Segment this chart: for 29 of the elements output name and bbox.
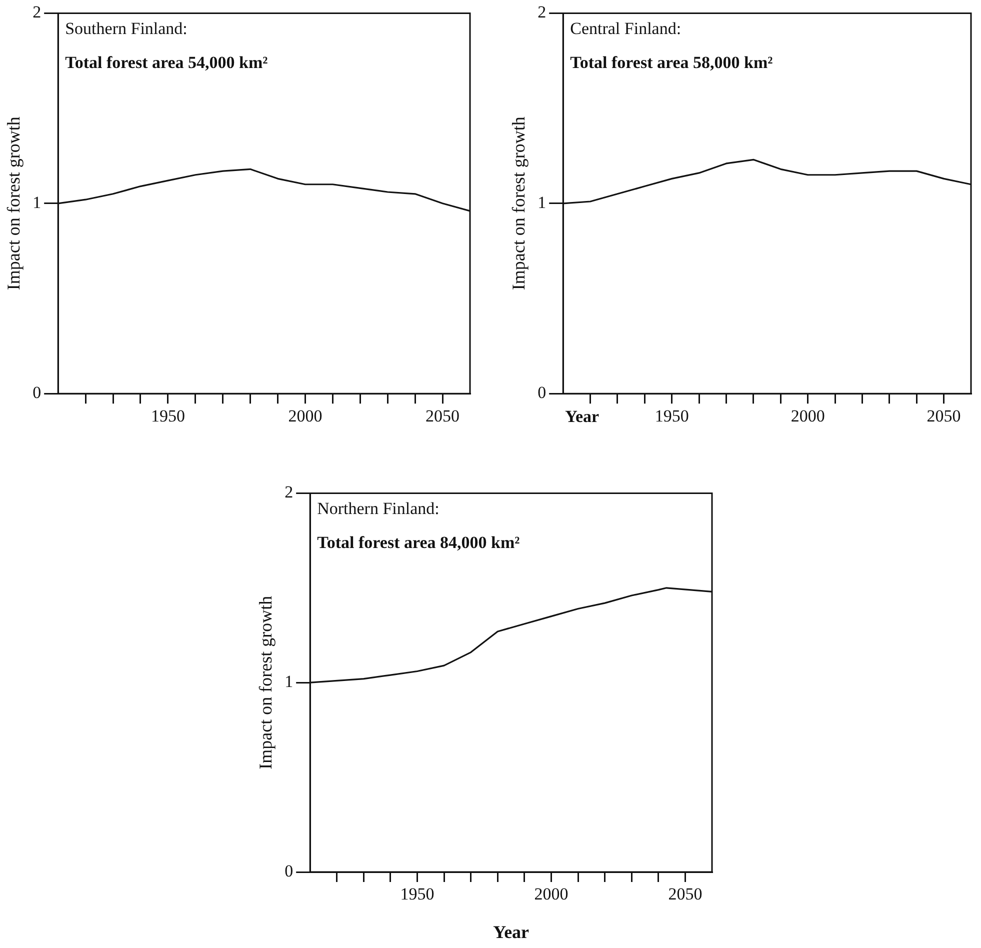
y-tick-label: 2 bbox=[538, 2, 546, 22]
x-tick-label: 2000 bbox=[534, 884, 568, 904]
y-tick-label: 2 bbox=[32, 2, 42, 22]
x-axis-title: Year bbox=[565, 406, 600, 426]
annotation: Northern Finland: bbox=[317, 499, 440, 518]
x-tick-label: 1950 bbox=[150, 406, 185, 426]
y-tick-label: 0 bbox=[32, 383, 42, 402]
x-axis-title: Year bbox=[493, 922, 530, 942]
x-tick-label: 1950 bbox=[654, 406, 689, 426]
y-tick-label: 1 bbox=[284, 672, 294, 692]
y-axis-title: Impact on forest growth bbox=[256, 596, 276, 770]
x-tick-label: 2050 bbox=[926, 406, 961, 426]
x-tick-label: 2000 bbox=[288, 406, 322, 426]
annotation: Total forest area 84,000 km² bbox=[317, 533, 520, 552]
y-tick-label: 1 bbox=[32, 192, 42, 212]
annotation: Total forest area 54,000 km² bbox=[65, 53, 268, 72]
x-tick-label: 2050 bbox=[426, 406, 460, 426]
annotation: Southern Finland: bbox=[65, 19, 188, 38]
y-tick-label: 2 bbox=[284, 482, 294, 502]
x-tick-label: 2000 bbox=[790, 406, 825, 426]
annotation: Total forest area 58,000 km² bbox=[570, 53, 773, 72]
y-tick-label: 1 bbox=[538, 192, 546, 212]
y-axis-title: Impact on forest growth bbox=[4, 116, 24, 290]
y-tick-label: 0 bbox=[284, 861, 294, 880]
y-axis-title: Impact on forest growth bbox=[508, 116, 529, 290]
y-tick-label: 0 bbox=[538, 383, 546, 402]
x-tick-label: 2050 bbox=[668, 884, 702, 904]
x-tick-label: 1950 bbox=[400, 884, 434, 904]
annotation: Central Finland: bbox=[570, 19, 682, 38]
